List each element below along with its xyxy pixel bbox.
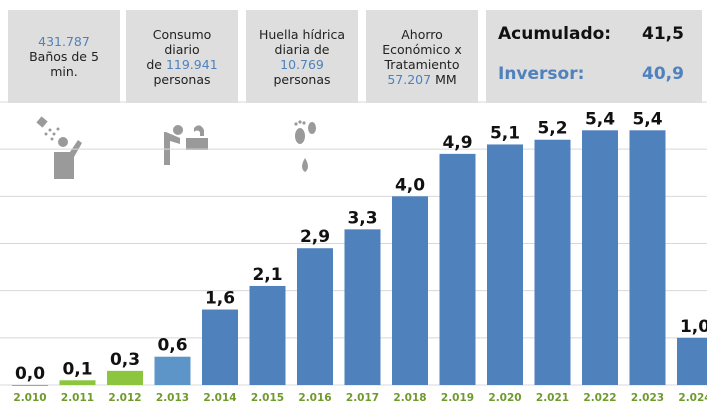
value-label: 0,3: [110, 350, 140, 370]
info-line: personas: [153, 72, 210, 87]
value-label: 1,0: [680, 317, 707, 337]
info-line: Ahorro: [401, 27, 443, 42]
info-line: 57.207 MM: [387, 72, 456, 87]
summary-value: 41,5: [642, 24, 684, 44]
value-label: 4,0: [395, 175, 425, 195]
bar: [297, 248, 333, 385]
x-tick-label: 2.015: [251, 392, 284, 404]
info-text: Consumo: [152, 26, 212, 42]
info-text: Ahorro: [401, 26, 443, 42]
info-text: 431.787: [38, 34, 90, 49]
info-text: Económico x: [382, 41, 462, 57]
value-label: 0,0: [15, 364, 45, 384]
bar: [59, 380, 96, 385]
bar: [12, 385, 48, 386]
value-label: 0,1: [62, 359, 92, 379]
info-line: diario: [164, 42, 199, 57]
info-text: Huella hídrica: [258, 26, 346, 42]
bar: [629, 130, 666, 385]
info-line: Tratamiento: [385, 57, 460, 72]
value-label: 1,6: [205, 289, 235, 309]
info-text: 57.207: [387, 71, 432, 87]
info-text: Tratamiento: [384, 56, 460, 72]
info-text: diaria de: [274, 41, 330, 57]
x-tick-label: 2.014: [203, 392, 236, 404]
summary-box: Acumulado: 41,5 Inversor: 40,9: [486, 10, 702, 103]
bar: [202, 309, 238, 385]
bar: [487, 144, 523, 385]
info-box: Ahorro Económico x Tratamiento 57.207 MM: [366, 10, 478, 103]
info-text: 119.941: [165, 56, 218, 72]
value-label: 2,1: [252, 265, 282, 285]
summary-label: Inversor:: [498, 64, 585, 84]
info-line: de 119.941: [146, 57, 217, 72]
x-tick-label: 2.012: [108, 392, 141, 404]
bar: [582, 130, 618, 385]
x-tick-label: 2.013: [156, 392, 189, 404]
value-label: 5,1: [490, 123, 520, 143]
bar: [677, 337, 707, 385]
summary-label: Acumulado:: [498, 24, 612, 44]
summary-value: 40,9: [642, 64, 684, 84]
info-text: Baños de 5: [29, 49, 99, 64]
x-tick-label: 2.018: [393, 392, 426, 404]
info-box: 431.787 Baños de 5 min.: [8, 10, 120, 103]
info-text: MM: [435, 71, 457, 87]
info-line: 431.787: [38, 34, 90, 49]
value-label: 5,4: [632, 109, 662, 129]
info-text: 10.769: [280, 56, 324, 72]
info-box: Consumo diario de 119.941 personas: [126, 10, 238, 103]
info-line: diaria de: [275, 42, 330, 57]
x-tick-label: 2.017: [346, 392, 379, 404]
value-label: 0,6: [157, 336, 187, 356]
x-tick-label: 2.021: [536, 392, 569, 404]
info-text: personas: [273, 71, 331, 87]
bar: [439, 153, 476, 385]
x-tick-label: 2.022: [583, 392, 616, 404]
info-text: diario: [164, 41, 200, 57]
info-text: min.: [50, 64, 78, 79]
x-tick-label: 2.019: [441, 392, 474, 404]
x-tick-label: 2.016: [298, 392, 331, 404]
info-line: Huella hídrica: [259, 27, 345, 42]
info-box: Huella hídrica diaria de 10.769 personas: [246, 10, 358, 103]
value-label: 2,9: [300, 227, 330, 247]
info-text: personas: [153, 71, 211, 87]
info-line: Consumo: [153, 27, 212, 42]
bar: [534, 139, 571, 385]
value-label: 5,2: [537, 119, 567, 139]
info-line: Económico x: [382, 42, 462, 57]
x-tick-label: 2.011: [61, 392, 94, 404]
info-line: personas: [273, 72, 330, 87]
bar: [107, 370, 143, 385]
info-text: de: [146, 56, 162, 72]
value-label: 5,4: [585, 109, 615, 129]
value-label: 3,3: [347, 208, 377, 228]
info-line: min.: [50, 64, 78, 79]
x-tick-label: 2.020: [488, 392, 521, 404]
bar: [249, 285, 286, 385]
x-tick-label: 2.023: [631, 392, 664, 404]
info-line: 10.769: [280, 57, 324, 72]
info-line: Baños de 5: [29, 49, 99, 64]
icons: [36, 116, 316, 179]
value-label: 4,9: [442, 133, 472, 153]
bar: [154, 356, 191, 385]
x-tick-label: 2.024: [678, 392, 707, 404]
x-tick-label: 2.010: [13, 392, 46, 404]
bar: [392, 196, 428, 385]
bar: [344, 229, 381, 385]
